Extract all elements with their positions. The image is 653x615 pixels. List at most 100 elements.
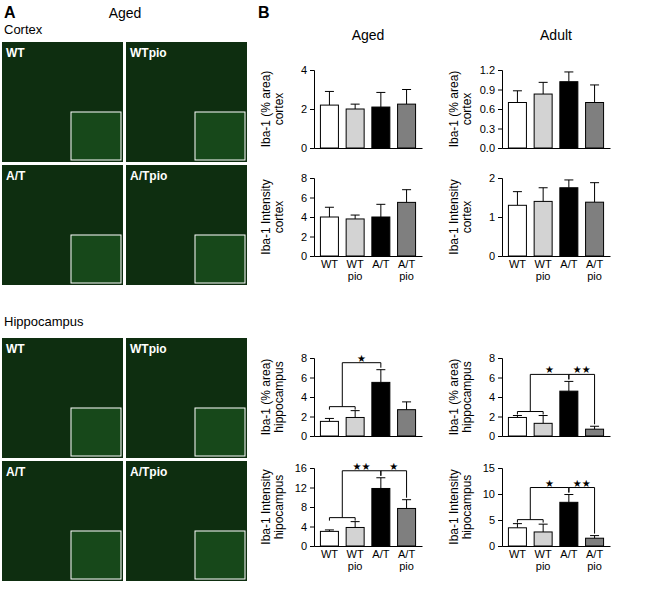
error-bar [564, 72, 573, 82]
tick-label: A/Tpio [398, 258, 415, 282]
tick-mark [498, 256, 502, 257]
y-tick: 6 [301, 192, 314, 204]
image-label: A/T [6, 169, 26, 183]
error-stem [568, 495, 569, 503]
micrograph: A/Tpio [126, 461, 247, 581]
bar [320, 531, 338, 546]
y-tick: 2 [301, 231, 314, 243]
bar [346, 527, 364, 546]
tick-label: WT [509, 548, 526, 560]
error-cap [539, 415, 548, 416]
plot-marks [320, 370, 415, 436]
bar [372, 382, 390, 436]
error-bar [376, 478, 385, 489]
tick-label: 10 [483, 488, 495, 500]
error-cap [351, 215, 360, 216]
x-axis [503, 436, 611, 438]
bar [346, 219, 364, 256]
error-bar [513, 91, 522, 103]
y-axis-title-line: cortex [272, 93, 286, 126]
image-inset [71, 235, 121, 283]
x-tick: WTpio [535, 546, 552, 572]
y-tick: 6 [301, 372, 314, 384]
bar [560, 82, 578, 148]
error-cap [513, 523, 522, 524]
bar [508, 417, 526, 436]
tick-label: 2 [301, 231, 307, 243]
error-stem [517, 524, 518, 528]
tick-mark [498, 378, 502, 379]
error-cap [376, 477, 385, 478]
significance-label: ★ [357, 353, 366, 364]
bar-chart: 051015WTWTpioA/TA/TpioIba-1 Intensityhip… [447, 462, 611, 572]
bar [534, 201, 552, 256]
y-tick: 0.3 [480, 123, 502, 135]
y-tick: 1.2 [480, 64, 502, 76]
tick-label: 4 [301, 64, 307, 76]
error-bar [325, 91, 334, 105]
micrograph: WT [2, 338, 123, 458]
error-stem [568, 180, 569, 188]
y-axis: 02468 [301, 172, 315, 262]
error-cap [325, 418, 334, 419]
y-tick: 0 [301, 142, 314, 154]
y-axis-title: Iba-1 (% area)cortex [259, 71, 286, 148]
tick-label: WT [321, 258, 338, 270]
tick-mark [498, 70, 502, 71]
error-cap [590, 84, 599, 85]
tick-mark [310, 527, 314, 528]
error-cap [539, 524, 548, 525]
error-stem [543, 188, 544, 202]
error-bar [564, 381, 573, 391]
x-tick: WT [321, 256, 338, 270]
tick-label: 6 [301, 192, 307, 204]
axis-line [498, 71, 503, 149]
y-axis-title: Iba-1 Intensitycortex [259, 179, 286, 254]
plot-marks [320, 478, 415, 546]
error-bar [590, 183, 599, 203]
bar [508, 205, 526, 256]
y-tick: 2 [489, 172, 502, 184]
y-axis-title: Iba-1 Intensityhipocampus [447, 469, 474, 544]
tick-label: 12 [295, 482, 307, 494]
tick-label: WTpio [535, 548, 552, 572]
tick-label: 4 [301, 521, 307, 533]
y-axis-title-line: cortex [460, 93, 474, 126]
y-tick: 15 [483, 462, 502, 474]
y-axis-title-line: cortex [272, 201, 286, 234]
bar [320, 217, 338, 256]
tick-label: 0.6 [480, 103, 495, 115]
error-stem [568, 72, 569, 82]
tick-label: A/Tpio [586, 548, 603, 572]
plot-marks [508, 381, 603, 436]
tick-mark [498, 520, 502, 521]
y-tick: 12 [295, 482, 314, 494]
y-axis-title: Iba-1 Intensityhipocampus [259, 469, 286, 544]
tick-label: 0 [489, 540, 495, 552]
image-label: A/T [6, 465, 26, 479]
error-cap [590, 426, 599, 427]
y-axis-title-line: Iba-1 (% area) [447, 359, 461, 436]
y-axis-title: Iba-1 (% area)hippocampus [259, 359, 286, 436]
tick-label: 2 [301, 411, 307, 423]
error-bar [539, 82, 548, 94]
significance-bracket [381, 471, 407, 498]
tick-label: WT [509, 258, 526, 270]
error-stem [355, 522, 356, 528]
y-tick: 0 [301, 430, 314, 442]
error-bar [402, 190, 411, 203]
bar [586, 538, 604, 546]
image-inset [71, 112, 121, 160]
y-tick: 0.6 [480, 103, 502, 115]
significance-bracket [569, 374, 595, 424]
bar [398, 104, 416, 148]
tick-label: A/T [372, 258, 389, 270]
x-tick: WTpio [535, 256, 552, 282]
bar [508, 528, 526, 546]
y-tick: 8 [301, 352, 314, 364]
tick-label: 0 [301, 430, 307, 442]
error-stem [380, 92, 381, 107]
tick-mark [310, 358, 314, 359]
significance-label: ★ [545, 364, 554, 375]
y-axis: 02468 [489, 352, 503, 442]
